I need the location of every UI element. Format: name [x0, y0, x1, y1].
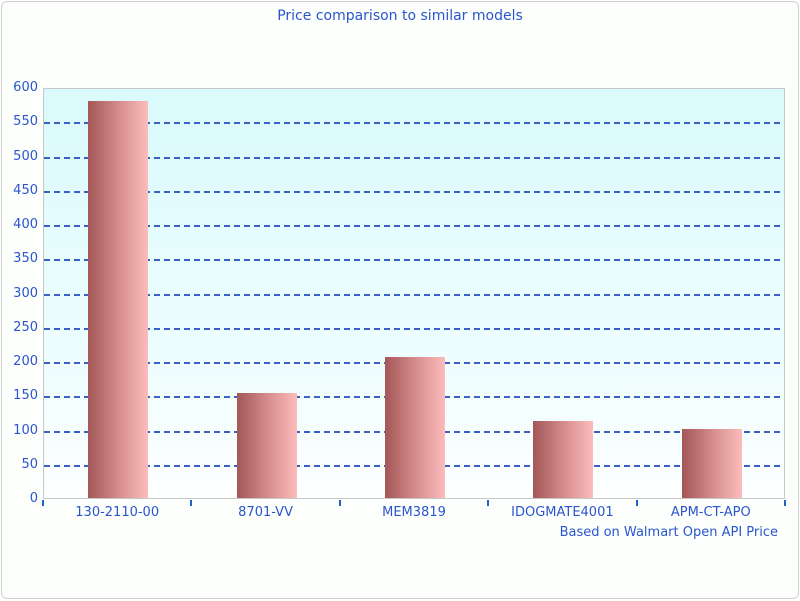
gridline-550: [44, 122, 784, 125]
x-axis-tick: [784, 500, 786, 506]
x-axis-tick: [190, 500, 193, 506]
x-axis-tick: [487, 500, 490, 506]
y-axis-label-350: 350: [13, 251, 38, 267]
bar-APM-CT-APO[interactable]: [681, 428, 742, 498]
x-axis-label-IDOGMATE4001: IDOGMATE4001: [511, 505, 614, 520]
y-axis-label-250: 250: [13, 319, 38, 335]
gridline-350: [44, 259, 784, 262]
y-axis-label-150: 150: [13, 388, 38, 404]
x-axis-label-APM-CT-APO: APM-CT-APO: [670, 505, 751, 520]
x-axis-label-MEM3819: MEM3819: [382, 505, 446, 520]
x-axis-label-8701-VV: 8701-VV: [238, 505, 293, 520]
gridline-400: [44, 225, 784, 227]
y-axis-label-0: 0: [29, 491, 38, 506]
x-axis-label-130-2110-00: 130-2110-00: [75, 505, 160, 520]
y-axis-label-50: 50: [21, 456, 38, 472]
y-axis-label-300: 300: [13, 285, 38, 301]
chart-title: Price comparison to similar models: [277, 8, 523, 24]
bar-MEM3819[interactable]: [385, 356, 445, 498]
bar-130-2110-00[interactable]: [88, 100, 149, 498]
x-axis-tick: [338, 500, 341, 506]
x-axis-tick: [42, 500, 44, 506]
plot-area: [43, 88, 785, 499]
bar-IDOGMATE4001[interactable]: [533, 421, 594, 498]
gridline-250: [44, 327, 784, 330]
x-axis-tick: [635, 500, 638, 506]
y-axis-label-450: 450: [13, 182, 38, 198]
y-axis-label-600: 600: [13, 80, 38, 95]
gridline-300: [44, 293, 784, 296]
y-axis-label-100: 100: [13, 422, 38, 438]
y-axis-label-400: 400: [13, 217, 38, 232]
y-axis-label-550: 550: [13, 114, 38, 130]
chart-footnote: Based on Walmart Open API Price: [559, 525, 778, 540]
gridline-450: [44, 190, 784, 193]
y-axis-label-200: 200: [13, 354, 38, 369]
gridline-500: [44, 156, 784, 159]
y-axis-label-500: 500: [13, 148, 38, 164]
bar-8701-VV[interactable]: [236, 393, 297, 498]
